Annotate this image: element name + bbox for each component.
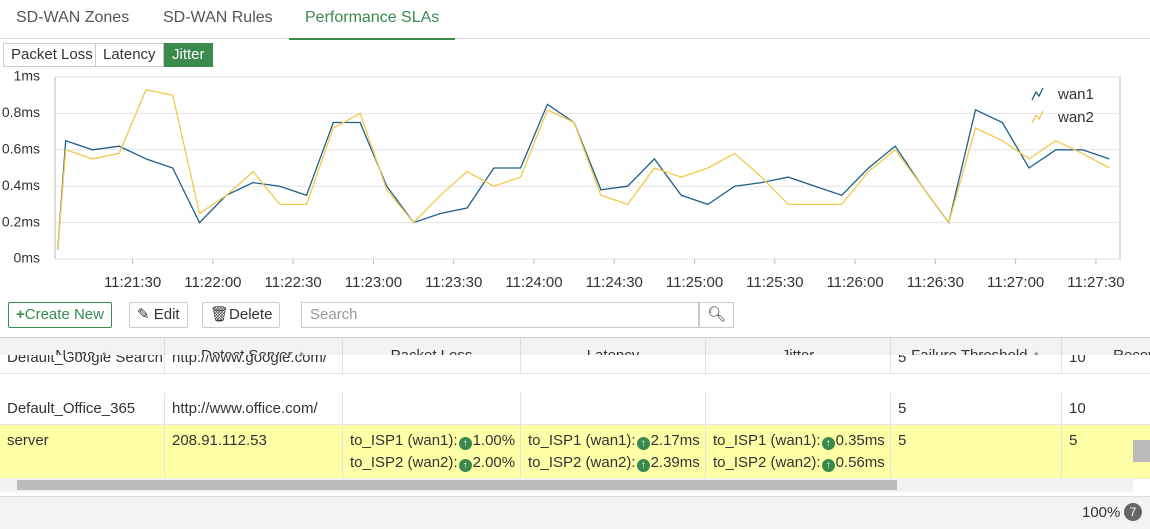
up-icon: ↑ <box>458 437 472 450</box>
create-button[interactable]: +Create New <box>8 302 112 328</box>
up-icon: ↑ <box>458 459 472 472</box>
tab[interactable]: SD-WAN Zones <box>16 9 130 26</box>
y-tick-label: 0.2ms <box>2 213 40 229</box>
legend-swatch <box>1031 87 1044 101</box>
table-cell: to_ISP1 (wan1): ↑ 0.35ms to_ISP2 (wan2): ↑ 0.… <box>706 425 891 479</box>
metric-line: to_ISP2 (wan2): ↑ 2.39ms <box>528 452 700 474</box>
metric-label: to_ISP2 (wan2): <box>528 454 636 471</box>
x-tick-label: 11:22:00 <box>184 274 241 291</box>
metric-label: to_ISP1 (wan1): <box>713 432 821 449</box>
table-cell: http://www.google.com/ <box>165 355 343 374</box>
metric-value: 1.00% <box>472 432 516 449</box>
legend-swatch <box>1031 110 1044 124</box>
x-tick-label: 11:24:00 <box>505 274 562 291</box>
table-cell: http://www.office.com/ <box>165 393 343 425</box>
label: Edit <box>153 306 180 323</box>
metric-value: 2.17ms <box>650 432 700 449</box>
y-tick-label: 0.8ms <box>2 104 40 120</box>
legend-label: wan2 <box>1057 109 1094 126</box>
table-cell <box>521 393 706 425</box>
x-tick-label: 11:26:30 <box>907 274 964 291</box>
metric-value: 2.39ms <box>650 454 700 471</box>
zoom: 100% <box>1082 504 1121 521</box>
table-cell: to_ISP1 (wan1): ↑ 1.00% to_ISP2 (wan2): ↑ 2.0… <box>343 425 521 479</box>
x-tick-label: 11:23:30 <box>425 274 482 291</box>
x-tick-label: 11:25:30 <box>746 274 803 291</box>
tab-active[interactable]: Performance SLAs <box>289 0 455 40</box>
x-tick-label: 11:24:30 <box>586 274 643 291</box>
table-cell: 5 <box>891 425 1062 479</box>
table-cell <box>343 393 521 425</box>
x-tick-label: 11:27:00 <box>987 274 1044 291</box>
metric-line: to_ISP1 (wan1): ↑ 2.17ms <box>528 430 700 452</box>
y-tick-label: 0ms <box>14 250 40 266</box>
metric-value: 2.00% <box>472 454 516 471</box>
table-cell <box>706 355 891 374</box>
scroll-thumb[interactable] <box>17 480 897 490</box>
metric-line: to_ISP1 (wan1): ↑ 0.35ms <box>713 430 885 452</box>
metric-value: 0.35ms <box>835 432 885 449</box>
x-tick-label: 11:26:00 <box>826 274 883 291</box>
up-icon: ↑ <box>821 437 835 450</box>
table-cell <box>706 393 891 425</box>
metric-button[interactable]: Latency <box>95 43 164 67</box>
footer <box>0 496 1150 529</box>
table: Name ⬍Detect Server ⬍Packet LossLatencyJ… <box>0 337 1150 480</box>
edit-button[interactable]: ✎ Edit <box>129 302 188 328</box>
metric-line: to_ISP2 (wan2): ↑ 2.00% <box>350 452 516 474</box>
table-cell: 10 <box>1062 393 1150 425</box>
table-cell: to_ISP1 (wan1): ↑ 2.17ms to_ISP2 (wan2): ↑ 2.… <box>521 425 706 479</box>
metric-label: to_ISP2 (wan2): <box>350 454 458 471</box>
plot-frame <box>54 76 1121 260</box>
tab-rule <box>0 38 1150 39</box>
metric-button-active[interactable]: Jitter <box>164 43 213 67</box>
table-cell: 5 <box>891 355 1062 374</box>
metric-value: 0.56ms <box>835 454 885 471</box>
label: Create New <box>24 306 104 323</box>
up-icon: ↑ <box>636 459 650 472</box>
metric-line: to_ISP1 (wan1): ↑ 1.00% <box>350 430 516 452</box>
table-cell: 10 <box>1062 355 1150 374</box>
metric-button[interactable]: Packet Loss <box>3 43 101 67</box>
series-line <box>57 88 1110 250</box>
up-icon: ↑ <box>636 437 650 450</box>
table-cell <box>343 355 521 374</box>
metric-label: to_ISP2 (wan2): <box>713 454 821 471</box>
y-tick-label: 0.4ms <box>2 177 40 193</box>
label: Delete <box>229 306 273 323</box>
table-cell: 208.91.112.53 <box>165 425 343 479</box>
table-cell: 5 <box>891 393 1062 425</box>
metric-label: to_ISP1 (wan1): <box>528 432 636 449</box>
table-cell: Default_Google Search <box>0 355 165 374</box>
tab[interactable]: SD-WAN Rules <box>163 9 273 26</box>
x-tick-label: 11:25:00 <box>666 274 723 291</box>
search-box[interactable]: Search <box>301 302 699 328</box>
x-tick-label: 11:27:30 <box>1067 274 1124 291</box>
badge: 7 <box>1124 503 1142 521</box>
legend-label: wan1 <box>1057 86 1094 103</box>
delete-button[interactable]: 🗑Delete <box>202 302 281 328</box>
table-cell <box>521 355 706 374</box>
table-cell: Default_Office_365 <box>0 393 165 425</box>
metric-label: to_ISP1 (wan1): <box>350 432 458 449</box>
table-cell: server <box>0 425 165 479</box>
chart: 0ms 0.2ms 0.4ms 0.6ms 0.8ms 1ms 11:21:30 11:22:… <box>2 68 1125 291</box>
vscroll-thumb[interactable] <box>1133 440 1150 462</box>
x-tick-label: 11:22:30 <box>265 274 322 291</box>
metric-line: to_ISP2 (wan2): ↑ 0.56ms <box>713 452 885 474</box>
search-button[interactable]: 🔍︎ <box>699 302 734 328</box>
scrollbar <box>0 478 1133 492</box>
y-tick-label: 1ms <box>14 68 40 84</box>
series-line <box>57 103 1110 250</box>
up-icon: ↑ <box>821 459 835 472</box>
x-tick-label: 11:21:30 <box>104 274 161 291</box>
x-tick-label: 11:23:00 <box>345 274 402 291</box>
y-tick-label: 0.6ms <box>2 141 40 157</box>
